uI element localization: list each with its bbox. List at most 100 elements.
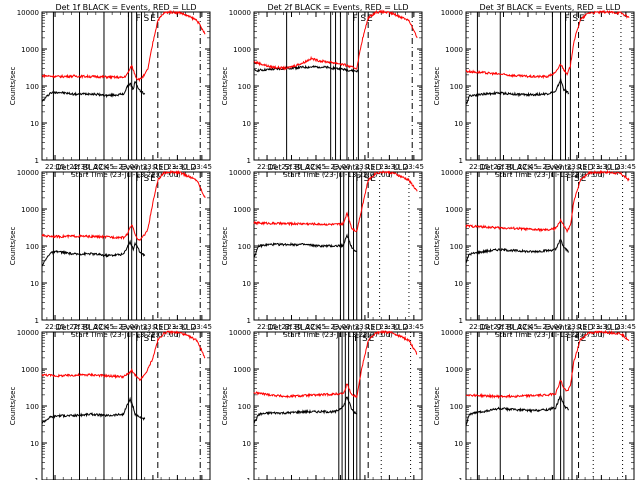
x-tick-label: 23:45 bbox=[192, 163, 212, 171]
plot-frame bbox=[41, 11, 211, 161]
chart-title: Det 3f BLACK = Events, RED = LLD bbox=[479, 3, 620, 12]
event-label: S bbox=[144, 174, 150, 184]
chart-title: Det 8f BLACK = Events, RED = LLD bbox=[267, 323, 408, 332]
plot-frame bbox=[253, 11, 423, 161]
y-tick-label: 1 bbox=[35, 317, 39, 325]
panel-det-4: Det 4f BLACK = Events, RED = LLD 1 10 100 10… bbox=[9, 163, 212, 339]
plot-frame bbox=[465, 171, 635, 321]
plot-frame bbox=[41, 171, 211, 321]
x-tick-label: 23:30 bbox=[379, 163, 399, 171]
y-tick-label: 100 bbox=[450, 83, 463, 91]
event-label: E bbox=[581, 174, 587, 184]
plot-frame bbox=[253, 331, 423, 480]
y-tick-label: 1 bbox=[247, 317, 251, 325]
x-axis-label: Start Time (23-Jul-13 22:07:00) bbox=[283, 331, 393, 339]
y-tick-label: 1000 bbox=[21, 366, 39, 374]
event-label: E bbox=[150, 14, 156, 24]
event-label: E bbox=[369, 334, 375, 344]
x-tick-label: 23:45 bbox=[616, 163, 636, 171]
x-axis-label: Start Time (23-Jul-13 22:07:00) bbox=[495, 171, 605, 179]
panel-det-2: Det 2f BLACK = Events, RED = LLD 1 10 100 10… bbox=[221, 3, 424, 179]
y-tick-label: 10000 bbox=[17, 169, 39, 177]
event-label: F bbox=[354, 334, 359, 344]
y-tick-label: 100 bbox=[450, 403, 463, 411]
y-tick-label: 10 bbox=[454, 280, 463, 288]
panel-det-1: Det 1f BLACK = Events, RED = LLD 1 10 100 10… bbox=[9, 3, 212, 179]
x-tick-label: 23:15 bbox=[567, 323, 587, 331]
x-axis-label: Start Time (23-Jul-13 22:07:00) bbox=[283, 171, 393, 179]
x-tick-label: 23:00 bbox=[330, 163, 350, 171]
panel-det-7: Det 7f BLACK = Events, RED = LLD 1 10 100 10… bbox=[9, 323, 211, 480]
chart-title: Det 9f BLACK = Events, RED = LLD bbox=[479, 323, 620, 332]
series-lld-line bbox=[465, 169, 630, 234]
series-events-line bbox=[465, 394, 569, 427]
y-axis-label: Counts/sec bbox=[433, 387, 441, 426]
x-tick-label: 23:45 bbox=[404, 163, 424, 171]
x-tick-label: 22:45 bbox=[306, 163, 326, 171]
y-tick-label: 10 bbox=[30, 120, 39, 128]
panel-det-3: Det 3f BLACK = Events, RED = LLD 1 10 100 10… bbox=[433, 3, 636, 179]
x-tick-label: 23:30 bbox=[591, 323, 611, 331]
x-tick-label: 22:45 bbox=[94, 323, 114, 331]
chart-title: Det 6f BLACK = Events, RED = LLD bbox=[479, 163, 620, 172]
event-label: S bbox=[362, 334, 368, 344]
event-label: F bbox=[565, 14, 570, 24]
x-tick-label: 22:15 bbox=[469, 323, 489, 331]
y-tick-label: 100 bbox=[26, 403, 39, 411]
event-label: F bbox=[353, 14, 358, 24]
series-lld-line bbox=[41, 330, 206, 382]
event-label: S bbox=[364, 174, 370, 184]
y-tick-label: 1 bbox=[459, 157, 463, 165]
y-tick-label: 10 bbox=[454, 440, 463, 448]
plot-frame bbox=[465, 11, 635, 161]
y-axis-label: Counts/sec bbox=[9, 67, 17, 106]
chart-title: Det 2f BLACK = Events, RED = LLD bbox=[267, 3, 408, 12]
y-tick-label: 1000 bbox=[445, 46, 463, 54]
x-tick-label: 23:15 bbox=[143, 163, 163, 171]
x-tick-label: 22:15 bbox=[257, 323, 277, 331]
series-lld-line bbox=[41, 169, 206, 242]
chart-title: Det 1f BLACK = Events, RED = LLD bbox=[55, 3, 196, 12]
y-axis-label: Counts/sec bbox=[221, 67, 229, 106]
x-axis-label: Start Time (23-Jul-13 22:07:00) bbox=[71, 171, 181, 179]
y-tick-label: 10 bbox=[30, 440, 39, 448]
event-label: S bbox=[360, 14, 366, 24]
x-tick-label: 23:00 bbox=[542, 323, 562, 331]
event-label: S bbox=[574, 334, 580, 344]
x-tick-label: 22:45 bbox=[306, 323, 326, 331]
y-tick-label: 100 bbox=[238, 403, 251, 411]
x-tick-label: 22:30 bbox=[493, 163, 513, 171]
event-label: F bbox=[566, 334, 571, 344]
x-tick-label: 23:30 bbox=[167, 323, 187, 331]
x-axis-label: Start Time (23-Jul-13 22:07:00) bbox=[71, 331, 181, 339]
y-axis-label: Counts/sec bbox=[9, 387, 17, 426]
x-tick-label: 22:45 bbox=[518, 163, 538, 171]
panel-det-9: Det 9f BLACK = Events, RED = LLD 1 10 100 10… bbox=[433, 323, 635, 480]
x-tick-label: 23:45 bbox=[192, 323, 212, 331]
x-tick-label: 22:30 bbox=[281, 163, 301, 171]
y-tick-label: 100 bbox=[238, 83, 251, 91]
y-tick-label: 1000 bbox=[233, 206, 251, 214]
x-tick-label: 22:30 bbox=[493, 323, 513, 331]
x-tick-label: 22:45 bbox=[518, 323, 538, 331]
y-tick-label: 1000 bbox=[445, 366, 463, 374]
panel-det-5: Det 5f BLACK = Events, RED = LLD 1 10 100 10… bbox=[221, 163, 424, 339]
y-axis-label: Counts/sec bbox=[9, 227, 17, 266]
y-tick-label: 10 bbox=[30, 280, 39, 288]
event-label: E bbox=[150, 174, 156, 184]
y-tick-label: 10000 bbox=[229, 169, 251, 177]
event-label: F bbox=[136, 334, 141, 344]
event-label: E bbox=[370, 174, 376, 184]
x-tick-label: 22:15 bbox=[45, 323, 65, 331]
series-lld-line bbox=[41, 10, 206, 83]
y-tick-label: 1 bbox=[35, 477, 39, 480]
x-tick-label: 23:00 bbox=[118, 163, 138, 171]
y-tick-label: 10 bbox=[242, 120, 251, 128]
series-events-line bbox=[253, 233, 358, 258]
y-axis-label: Counts/sec bbox=[221, 227, 229, 266]
x-tick-label: 22:45 bbox=[94, 163, 114, 171]
chart-title: Det 7f BLACK = Events, RED = LLD bbox=[55, 323, 196, 332]
y-tick-label: 1 bbox=[35, 157, 39, 165]
y-tick-label: 10000 bbox=[17, 329, 39, 337]
y-tick-label: 10000 bbox=[229, 329, 251, 337]
